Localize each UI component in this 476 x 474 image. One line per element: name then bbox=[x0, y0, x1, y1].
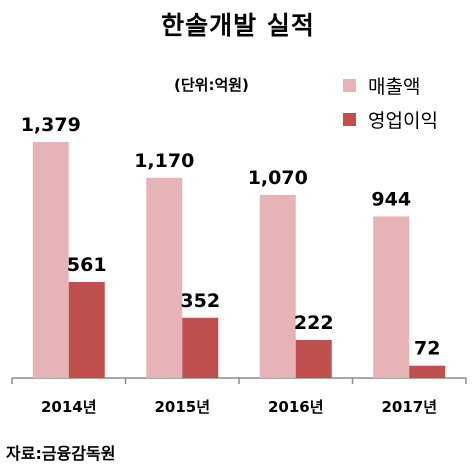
legend-item-sales: 매출액 bbox=[343, 68, 438, 102]
bar-operating-profit bbox=[182, 317, 219, 378]
data-label-sales: 1,379 bbox=[21, 114, 81, 136]
x-tick-label: 2016년 bbox=[268, 398, 324, 416]
bar-sales bbox=[259, 194, 296, 378]
data-label-operating-profit: 352 bbox=[180, 290, 220, 312]
legend: 매출액 영업이익 bbox=[343, 68, 438, 136]
unit-note: (단위:억원) bbox=[174, 76, 249, 94]
data-label-operating-profit: 561 bbox=[67, 254, 107, 276]
bar-operating-profit bbox=[295, 340, 332, 378]
data-label-operating-profit: 222 bbox=[294, 312, 334, 334]
x-tick-label: 2014년 bbox=[41, 398, 97, 416]
data-label-sales: 944 bbox=[371, 188, 411, 210]
legend-item-operating-profit: 영업이익 bbox=[343, 102, 438, 136]
data-label-operating-profit: 72 bbox=[414, 338, 440, 360]
bar-sales bbox=[373, 216, 410, 378]
source-note: 자료:금융감독원 bbox=[6, 444, 116, 463]
data-label-sales: 1,070 bbox=[248, 167, 308, 189]
chart-title: 한솔개발 실적 bbox=[161, 11, 315, 40]
x-tick-label: 2015년 bbox=[154, 398, 210, 416]
legend-label-sales: 매출액 bbox=[368, 75, 421, 98]
legend-swatch-sales bbox=[343, 78, 356, 92]
legend-label-operating-profit: 영업이익 bbox=[368, 109, 438, 132]
bar-sales bbox=[32, 142, 69, 378]
x-tick-label: 2017년 bbox=[381, 398, 437, 416]
legend-swatch-operating-profit bbox=[343, 112, 356, 126]
bar-sales bbox=[146, 177, 183, 378]
data-label-sales: 1,170 bbox=[134, 150, 194, 172]
bar-operating-profit bbox=[68, 281, 105, 378]
bar-operating-profit bbox=[409, 365, 446, 378]
